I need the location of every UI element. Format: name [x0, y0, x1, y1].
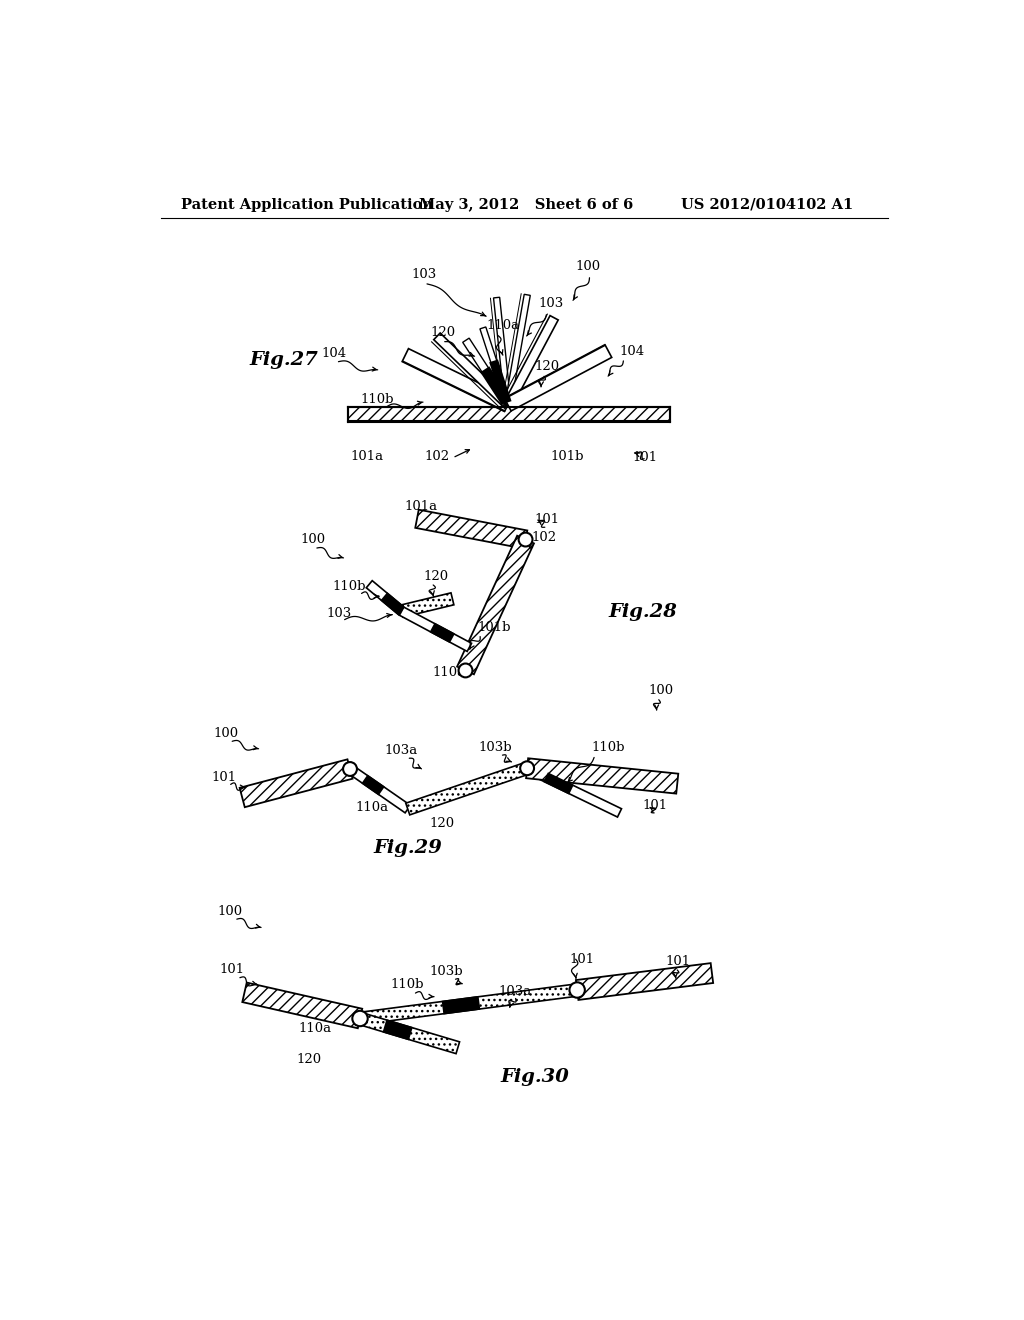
Text: 120: 120 — [431, 326, 456, 338]
Polygon shape — [505, 294, 530, 405]
Polygon shape — [416, 510, 527, 549]
Text: 101: 101 — [633, 451, 657, 465]
Text: 103: 103 — [539, 297, 564, 310]
Text: US 2012/0104102 A1: US 2012/0104102 A1 — [681, 198, 853, 211]
Polygon shape — [505, 346, 611, 411]
Polygon shape — [434, 333, 511, 408]
Polygon shape — [525, 764, 622, 817]
Polygon shape — [544, 772, 573, 795]
Polygon shape — [480, 367, 510, 404]
Text: 101a: 101a — [350, 450, 383, 463]
Text: 110a: 110a — [432, 665, 466, 678]
Text: 103a: 103a — [499, 985, 531, 998]
Polygon shape — [243, 982, 362, 1028]
Text: 110b: 110b — [333, 579, 366, 593]
Text: 120: 120 — [296, 1053, 322, 1067]
Polygon shape — [359, 983, 578, 1024]
Text: 100: 100 — [300, 533, 325, 546]
Text: 100: 100 — [648, 684, 673, 697]
Text: 101b: 101b — [477, 622, 511, 634]
Text: 120: 120 — [535, 360, 559, 374]
Circle shape — [343, 762, 357, 776]
Text: Fig.29: Fig.29 — [373, 840, 442, 857]
Text: Fig.30: Fig.30 — [500, 1068, 569, 1086]
Text: Fig.28: Fig.28 — [608, 602, 677, 620]
Text: 103a: 103a — [385, 743, 418, 756]
Polygon shape — [463, 338, 511, 407]
Text: 101: 101 — [220, 964, 245, 975]
Circle shape — [569, 982, 585, 998]
Polygon shape — [380, 593, 406, 615]
Circle shape — [518, 533, 532, 546]
Polygon shape — [494, 297, 511, 405]
Polygon shape — [489, 359, 512, 404]
Polygon shape — [358, 1012, 460, 1053]
Text: 101: 101 — [666, 956, 691, 969]
Text: 103b: 103b — [478, 741, 512, 754]
Polygon shape — [526, 758, 678, 793]
Polygon shape — [347, 766, 411, 813]
Text: 102: 102 — [425, 450, 450, 463]
Polygon shape — [575, 964, 713, 1001]
Text: 100: 100 — [214, 727, 239, 741]
Polygon shape — [367, 581, 404, 615]
Text: Patent Application Publication: Patent Application Publication — [180, 198, 432, 211]
Text: 120: 120 — [423, 570, 449, 583]
Text: 101: 101 — [643, 799, 668, 812]
Text: 110a: 110a — [355, 801, 388, 814]
Polygon shape — [399, 607, 471, 652]
Polygon shape — [402, 348, 511, 411]
Text: 110b: 110b — [391, 978, 424, 991]
Text: May 3, 2012   Sheet 6 of 6: May 3, 2012 Sheet 6 of 6 — [419, 198, 634, 211]
Text: 101a: 101a — [404, 499, 438, 512]
Polygon shape — [361, 775, 385, 796]
Text: 104: 104 — [322, 347, 347, 360]
Polygon shape — [480, 327, 511, 405]
Circle shape — [352, 1011, 368, 1026]
Polygon shape — [406, 763, 529, 814]
Polygon shape — [457, 536, 534, 675]
Text: 120: 120 — [429, 817, 455, 830]
Circle shape — [520, 762, 535, 775]
Polygon shape — [383, 1019, 413, 1040]
Text: 110b: 110b — [360, 393, 393, 407]
Polygon shape — [504, 315, 558, 407]
Polygon shape — [400, 593, 454, 618]
Text: 100: 100 — [575, 260, 601, 273]
Circle shape — [459, 664, 472, 677]
Text: 110a: 110a — [298, 1023, 332, 1035]
Text: Fig.27: Fig.27 — [250, 351, 318, 368]
Text: 101: 101 — [569, 953, 595, 966]
Text: 101b: 101b — [550, 450, 584, 463]
Text: 103: 103 — [327, 607, 352, 619]
Text: 103b: 103b — [429, 965, 463, 978]
Text: 103: 103 — [412, 268, 437, 281]
Polygon shape — [240, 759, 352, 807]
Text: 101: 101 — [211, 771, 237, 784]
Polygon shape — [429, 623, 455, 643]
Text: 101: 101 — [535, 512, 559, 525]
Text: 110a: 110a — [486, 319, 519, 333]
Polygon shape — [441, 997, 480, 1015]
Text: 104: 104 — [620, 345, 645, 358]
Text: 102: 102 — [531, 531, 556, 544]
Polygon shape — [348, 407, 670, 421]
Text: 100: 100 — [217, 904, 243, 917]
Text: 110b: 110b — [591, 742, 625, 754]
